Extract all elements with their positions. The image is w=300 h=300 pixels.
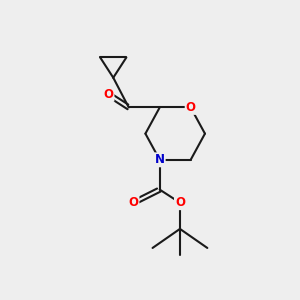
Text: O: O [186, 101, 196, 114]
Text: N: N [155, 153, 165, 166]
Text: O: O [175, 196, 185, 209]
Text: O: O [128, 196, 139, 209]
Text: O: O [103, 88, 113, 101]
